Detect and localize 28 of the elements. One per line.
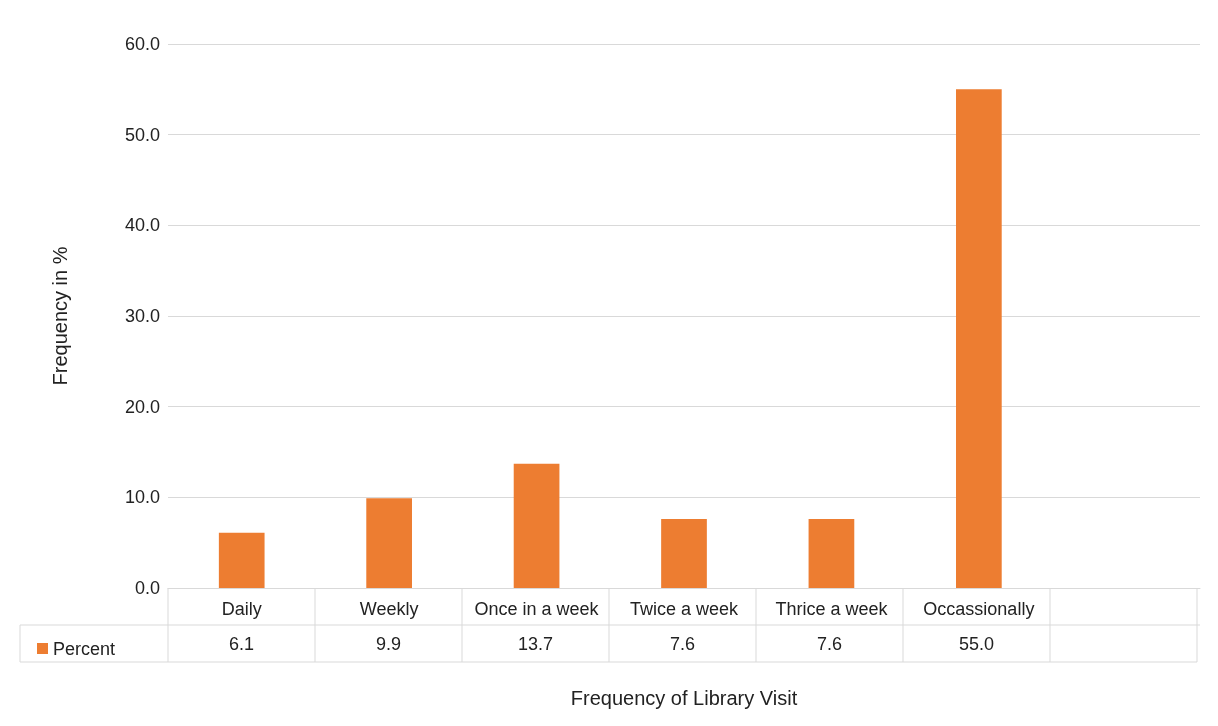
bar: [366, 498, 412, 588]
x-tick-label: Twice a week: [629, 599, 740, 619]
x-axis-title: Frequency of Library Visit: [570, 687, 798, 709]
data-label: 13.7: [517, 633, 554, 654]
bar: [513, 463, 560, 588]
legend-label: Percent: [53, 638, 116, 659]
data-label: 6.1: [228, 633, 255, 654]
bar: [661, 519, 707, 588]
y-tick-label: 0.0: [134, 578, 160, 598]
data-label: 7.6: [669, 633, 696, 654]
x-tick-label: Daily: [221, 599, 262, 619]
x-tick-label: Weekly: [359, 599, 419, 619]
x-tick-label: Occassionally: [923, 599, 1035, 619]
y-tick-label: 60.0: [124, 34, 160, 54]
data-label: 7.6: [816, 633, 843, 654]
bar: [808, 519, 855, 588]
x-tick-label: Thrice a week: [775, 599, 889, 619]
bar: [218, 532, 265, 588]
y-axis-title: Frequency in %: [49, 246, 71, 386]
bar: [956, 89, 1002, 588]
y-tick-label: 50.0: [124, 124, 160, 145]
y-tick-label: 20.0: [124, 396, 160, 417]
y-tick-label: 30.0: [124, 306, 160, 326]
x-tick-label: Once in a week: [474, 599, 600, 619]
y-tick-label: 10.0: [124, 487, 160, 508]
data-label: 9.9: [375, 633, 402, 654]
data-label: 55.0: [958, 633, 995, 654]
y-tick-label: 40.0: [124, 215, 160, 236]
